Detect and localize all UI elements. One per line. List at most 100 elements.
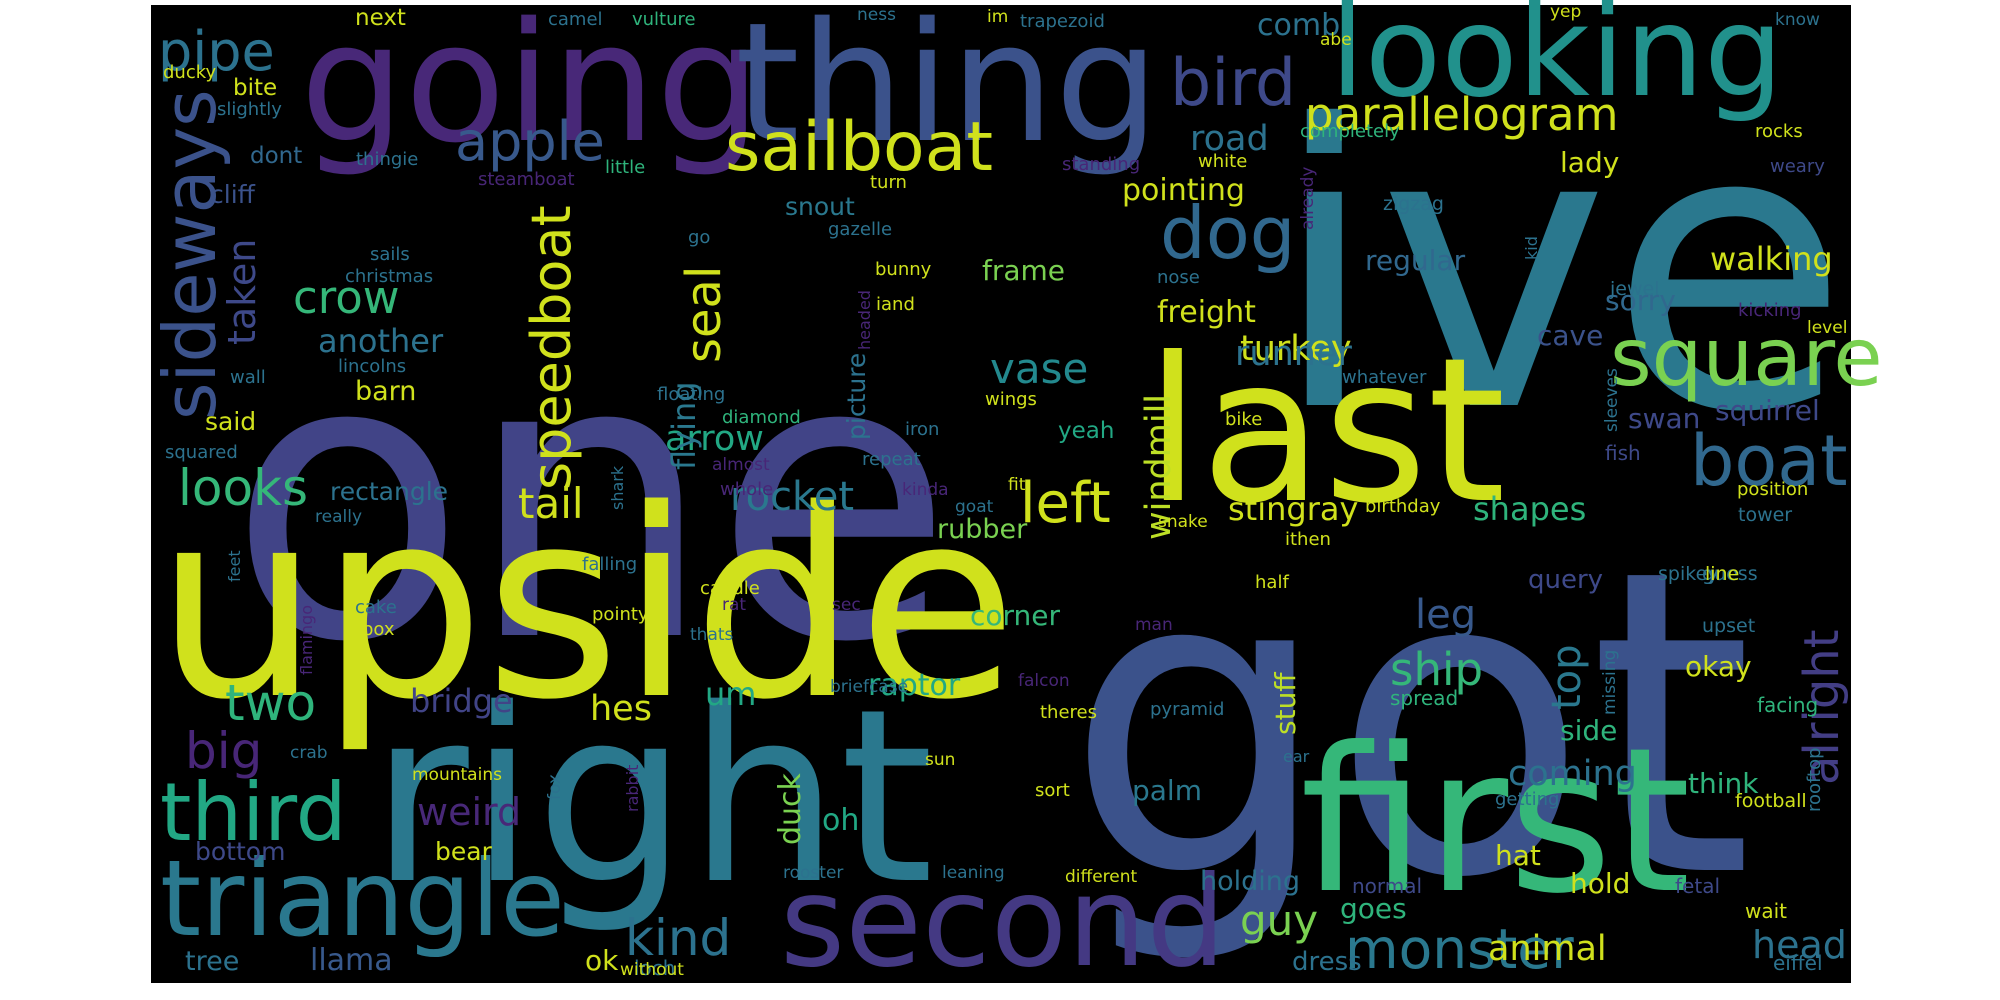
word-another: another [318,322,444,360]
word-cliff: cliff [210,180,256,209]
word-seal: seal [676,266,732,363]
word-regular: regular [1365,244,1466,277]
word-bike: bike [1225,409,1262,430]
word-arrow: arrow [665,419,764,459]
word-side: side [1560,714,1617,747]
word-bite: bite [233,75,277,101]
word-corner: corner [970,599,1061,632]
word-half: half [1255,572,1289,593]
word-two: two [225,674,316,732]
word-flying: flying [665,381,703,470]
word-candle: candle [700,578,760,599]
word-hes: hes [590,689,652,729]
word-stuff: stuff [1269,672,1302,735]
word-without: without [620,960,684,980]
word-guy: guy [1240,896,1318,945]
word-sails: sails [370,244,410,265]
word-square: square [1610,311,1883,404]
word-boat: boat [1690,420,1848,502]
word-sort: sort [1035,780,1070,801]
word-um: um [705,675,756,713]
word-facing: facing [1757,693,1818,717]
word-lady: lady [1560,146,1619,179]
word-pointy: pointy [592,604,649,625]
word-gazelle: gazelle [828,219,892,240]
word-feet: feet [225,550,244,582]
word-bear: bear [435,837,493,866]
word-tail: tail [518,479,584,528]
word-taken: taken [220,239,264,345]
word-raptor: raptor [868,668,961,703]
word-third: third [160,766,347,859]
word-sleeves: sleeves [1602,368,1622,432]
word-squared: squared [165,442,238,463]
word-birthday: birthday [1365,496,1441,517]
word-sec: sec [832,595,861,615]
word-wall: wall [230,367,266,388]
word-ship: ship [1390,643,1483,696]
word-turkey: turkey [1240,329,1352,369]
word-right: right [370,657,934,937]
word-wings: wings [985,389,1037,410]
word-dont: dont [250,143,302,169]
word-going: going [300,0,761,179]
word-bridge: bridge [410,682,513,720]
word-goes: goes [1340,892,1407,925]
word-box: box [362,619,395,640]
word-snout: snout [785,192,855,221]
word-bunny: bunny [875,259,932,280]
word-next: next [355,5,406,31]
word-holding: holding [1200,866,1300,897]
word-think: think [1688,767,1759,800]
word-palm: palm [1132,774,1202,807]
word-top: top [1544,644,1590,710]
word-bird: bird [1170,46,1296,121]
word-missing: missing [1600,650,1620,715]
word-little: little [605,157,645,178]
word-camel: camel [548,9,603,30]
word-im: im [987,7,1008,27]
word-ok: ok [585,944,619,977]
word-first: first [1300,705,1691,938]
word-sorry: sorry [1605,284,1676,317]
word-position: position [1737,479,1808,500]
word-looking: looking [1330,0,1783,125]
word-zigzag: zigzag [1383,193,1444,215]
word-said: said [205,407,256,436]
word-comb: comb [1257,8,1340,43]
word-mountains: mountains [412,765,502,785]
word-swan: swan [1628,402,1700,435]
word-white: white [1198,151,1247,172]
word-ithen: ithen [1285,529,1331,550]
word-rat: rat [722,595,746,615]
word-rooster: rooster [783,863,843,883]
word-animal: animal [1488,929,1607,969]
word-fox: fox [545,774,565,800]
word-dog: dog [1160,191,1295,275]
word-yeah: yeah [1058,418,1114,444]
word-floating: floating [657,384,725,405]
word-leg: leg [1415,592,1476,638]
word-sideways: sideways [148,89,232,420]
word-fetal: fetal [1675,874,1720,898]
word-speedboat: speedboat [520,205,583,490]
word-almost: almost [712,455,770,475]
word-ive: ive [1270,43,1849,497]
word-headed: headed [855,290,874,350]
word-eiffel: eiffel [1773,951,1823,975]
word-steamboat: steamboat [478,169,575,190]
word-llama: llama [310,943,393,978]
word-pointing: pointing [1122,173,1245,208]
word-different: different [1065,867,1138,887]
word-hold: hold [1570,867,1630,900]
word-left: left [1020,471,1111,536]
word-christmas: christmas [345,266,433,287]
word-weary: weary [1770,156,1825,177]
word-briefcase: briefcase [830,677,908,697]
word-repeat: repeat [862,449,921,470]
word-tree: tree [185,946,239,977]
word-freight: freight [1157,295,1256,330]
word-lincolns: lincolns [338,356,406,377]
word-falcon: falcon [1018,671,1070,691]
word-slightly: slightly [217,99,282,120]
